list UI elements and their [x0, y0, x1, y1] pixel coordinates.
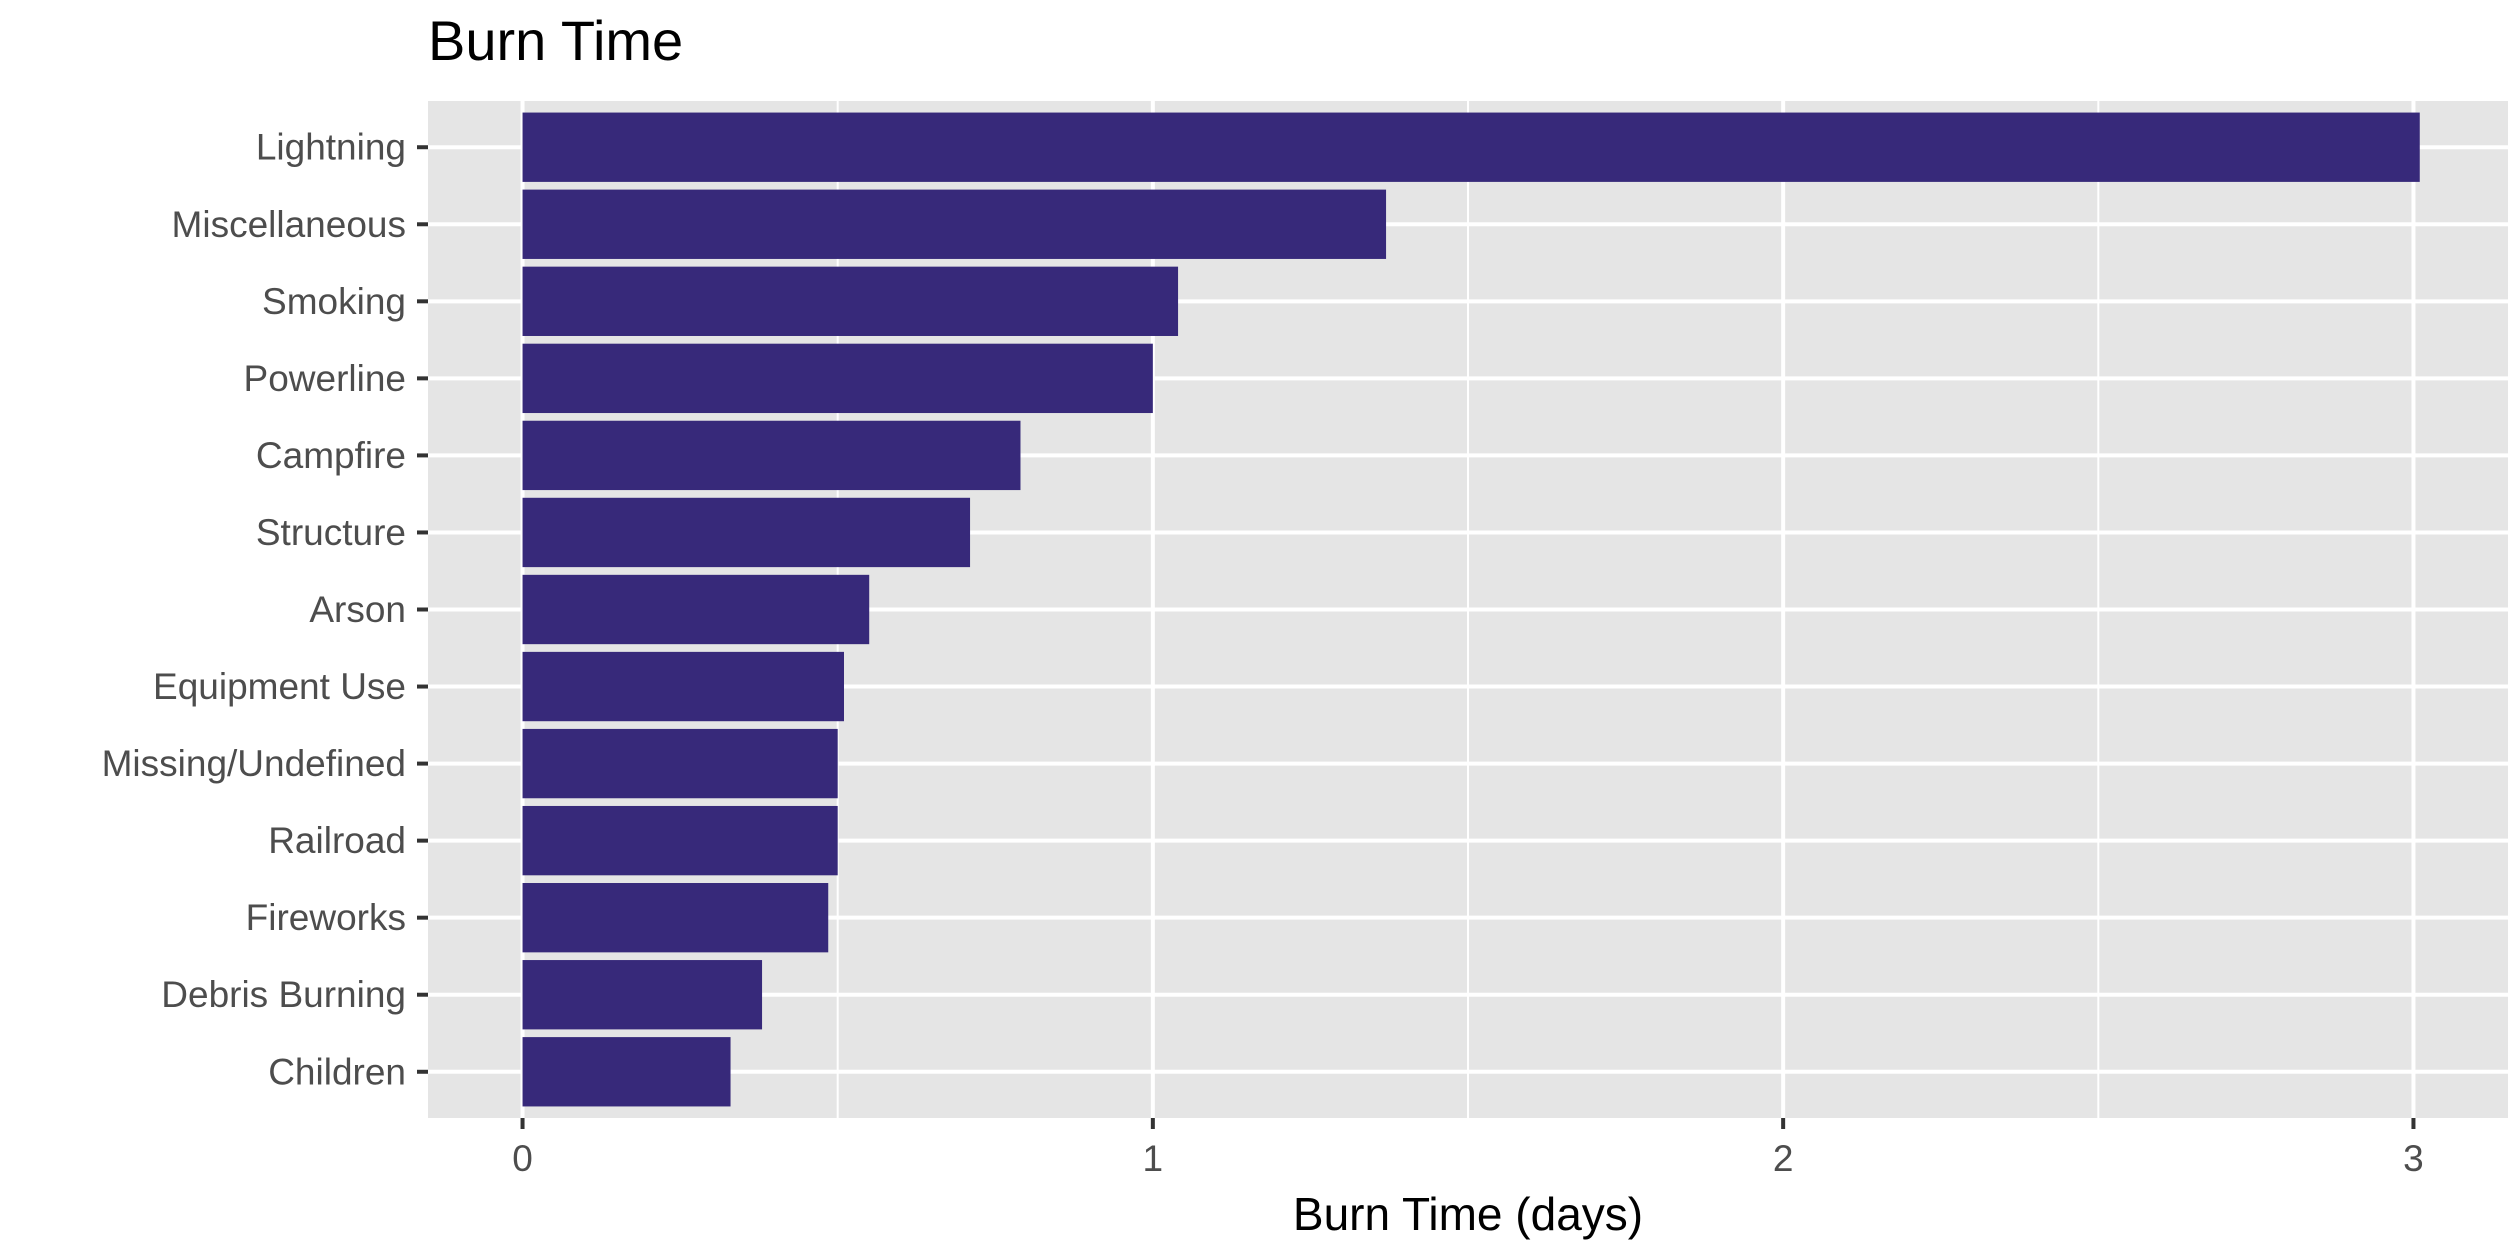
y-tick-label: Equipment Use	[153, 666, 406, 707]
x-tick-label: 2	[1773, 1138, 1794, 1179]
bar-miscellaneous	[522, 189, 1387, 259]
y-tick-label: Lightning	[256, 127, 406, 168]
x-tick-label: 0	[512, 1138, 533, 1179]
x-axis: 0 1 2 3	[512, 1118, 2424, 1179]
bar-railroad	[522, 805, 838, 876]
x-axis-title: Burn Time (days)	[1293, 1188, 1643, 1240]
y-tick-label: Fireworks	[246, 897, 406, 938]
y-tick-label: Arson	[309, 589, 406, 630]
y-tick-label: Railroad	[268, 820, 406, 861]
bar-missing-undefined	[522, 728, 838, 799]
bar-debris-burning	[522, 960, 763, 1030]
y-tick-label: Smoking	[262, 281, 406, 322]
bar-children	[522, 1037, 731, 1107]
chart-title: Burn Time	[428, 9, 683, 72]
bars	[522, 112, 2420, 1107]
bar-lightning	[522, 112, 2420, 182]
bar-equipment-use	[522, 651, 844, 722]
y-axis: Lightning Miscellaneous Smoking Powerline Ca…	[102, 127, 428, 1092]
x-tick-label: 1	[1143, 1138, 1164, 1179]
bar-campfire	[522, 420, 1021, 491]
bar-fireworks	[522, 883, 829, 953]
y-tick-label: Powerline	[244, 358, 406, 399]
y-tick-label: Children	[268, 1051, 406, 1092]
y-tick-label: Miscellaneous	[172, 204, 406, 245]
x-tick-label: 3	[2403, 1138, 2424, 1179]
y-tick-label: Structure	[256, 512, 406, 553]
y-tick-label: Missing/Undefined	[102, 743, 406, 784]
bar-powerline	[522, 343, 1153, 414]
bar-structure	[522, 497, 971, 568]
bar-arson	[522, 574, 870, 645]
bar-smoking	[522, 266, 1179, 336]
y-tick-label: Debris Burning	[161, 974, 406, 1015]
y-tick-label: Campfire	[256, 435, 406, 476]
